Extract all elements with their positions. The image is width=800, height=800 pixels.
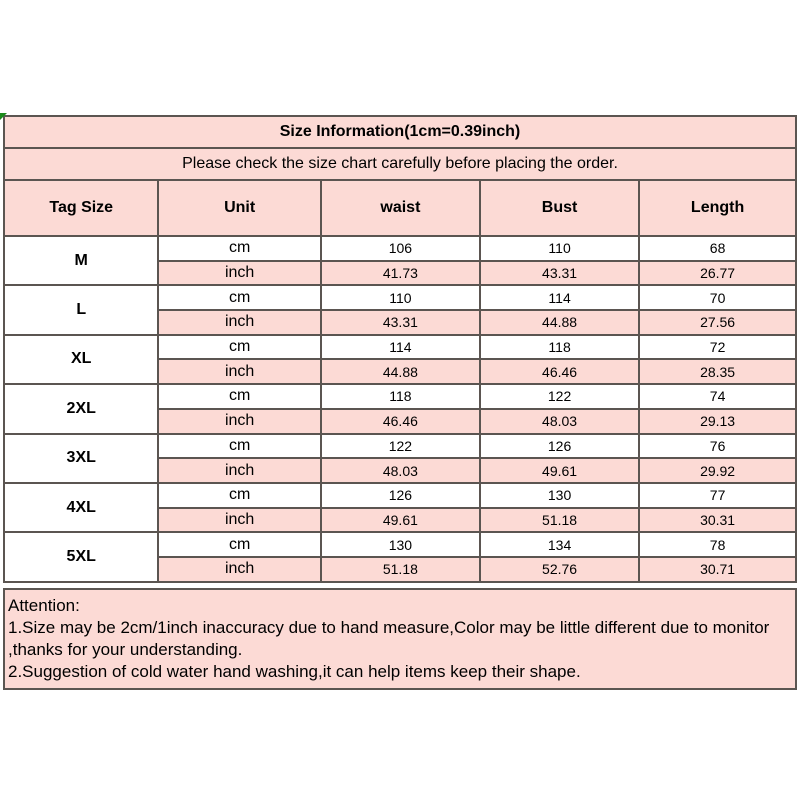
value-cell: 78 [638,531,797,558]
value-cell: 114 [319,333,481,361]
value-cell: 70 [638,284,797,312]
value-cell: 46.46 [319,407,481,435]
value-cell: 134 [478,531,641,558]
table-subtitle: Please check the size chart carefully be… [3,147,797,181]
value-cell: 110 [319,284,481,312]
value-cell: 118 [319,383,481,410]
value-cell: 41.73 [319,259,481,287]
value-cell: 122 [478,383,641,410]
value-cell: 51.18 [478,506,641,534]
attention-line-3: 2.Suggestion of cold water hand washing,… [8,661,581,681]
unit-cell-cm: cm [157,383,322,410]
value-cell: 29.13 [638,407,797,435]
value-cell: 49.61 [478,457,641,484]
value-cell: 110 [478,235,641,262]
value-cell: 48.03 [478,407,641,435]
subtitle-row: Please check the size chart carefully be… [3,147,797,181]
value-cell: 106 [319,235,481,262]
value-cell: 28.35 [638,358,797,386]
unit-cell-inch: inch [157,407,322,435]
col-header-waist: waist [319,179,481,237]
size-table: Size Information(1cm=0.39inch) Please ch… [2,115,797,583]
unit-cell-cm: cm [157,432,322,460]
attention-line-1: 1.Size may be 2cm/1inch inaccuracy due t… [8,617,770,637]
size-row-cm: 3XL cm 122 126 76 [2,432,797,484]
unit-cell-cm: cm [157,235,322,262]
value-cell: 29.92 [638,457,797,484]
attention-line-2: ,thanks for your understanding. [8,639,243,659]
size-tag-cell: L [2,284,160,336]
value-cell: 52.76 [478,555,641,583]
col-header-unit: Unit [157,179,322,237]
size-row-cm: 2XL cm 118 122 74 [2,383,797,435]
value-cell: 74 [638,383,797,410]
value-cell: 48.03 [319,457,481,484]
value-cell: 26.77 [638,259,797,287]
value-cell: 118 [478,333,641,361]
table-title: Size Information(1cm=0.39inch) [3,115,797,149]
cell-error-marker-icon [0,113,7,120]
unit-cell-cm: cm [157,481,322,509]
size-tag-cell: 4XL [2,481,160,534]
unit-cell-inch: inch [157,555,322,583]
value-cell: 130 [319,531,481,558]
title-row: Size Information(1cm=0.39inch) [3,115,797,149]
value-cell: 77 [638,481,797,509]
size-chart: Size Information(1cm=0.39inch) Please ch… [0,113,797,690]
value-cell: 68 [638,235,797,262]
unit-cell-inch: inch [157,506,322,534]
value-cell: 30.31 [638,506,797,534]
size-row-inch: inch 51.18 52.76 30.71 [4,555,797,583]
size-tag-cell: 2XL [2,383,160,435]
value-cell: 51.18 [319,555,481,583]
size-row-cm: 4XL cm 126 130 77 [2,481,797,534]
attention-note: Attention: 1.Size may be 2cm/1inch inacc… [3,587,797,690]
value-cell: 130 [478,481,641,509]
size-tag-cell: 3XL [2,432,160,484]
value-cell: 76 [638,432,797,460]
value-cell: 72 [638,333,797,361]
value-cell: 27.56 [638,309,797,336]
unit-cell-cm: cm [157,284,322,312]
size-row-inch: inch 48.03 49.61 29.92 [4,457,797,484]
value-cell: 30.71 [638,555,797,583]
size-row-inch: inch 49.61 51.18 30.31 [4,506,797,534]
size-row-inch: inch 41.73 43.31 26.77 [4,259,797,287]
attention-heading: Attention: [8,595,80,615]
size-row-inch: inch 43.31 44.88 27.56 [4,309,797,336]
size-tag-cell: M [2,234,160,287]
unit-cell-inch: inch [157,259,322,287]
value-cell: 44.88 [478,309,641,336]
column-header-row: Tag Size Unit waist Bust Length [2,179,797,237]
size-row-cm: XL cm 114 118 72 [2,333,797,386]
value-cell: 43.31 [319,309,481,336]
size-tag-cell: 5XL [2,531,160,583]
value-cell: 126 [319,481,481,509]
value-cell: 44.88 [319,358,481,386]
value-cell: 43.31 [478,259,641,287]
unit-cell-inch: inch [157,457,322,484]
col-header-tag-size: Tag Size [2,179,160,237]
col-header-bust: Bust [478,179,641,237]
value-cell: 49.61 [319,506,481,534]
unit-cell-cm: cm [157,531,322,558]
size-row-inch: inch 44.88 46.46 28.35 [4,358,797,386]
unit-cell-inch: inch [157,358,322,386]
col-header-length: Length [638,179,797,237]
size-tag-cell: XL [2,333,160,386]
size-row-cm: 5XL cm 130 134 78 [2,531,797,583]
value-cell: 122 [319,432,481,460]
size-row-inch: inch 46.46 48.03 29.13 [4,407,797,435]
unit-cell-inch: inch [157,309,322,336]
value-cell: 114 [478,284,641,312]
value-cell: 126 [478,432,641,460]
value-cell: 46.46 [478,358,641,386]
unit-cell-cm: cm [157,333,322,361]
